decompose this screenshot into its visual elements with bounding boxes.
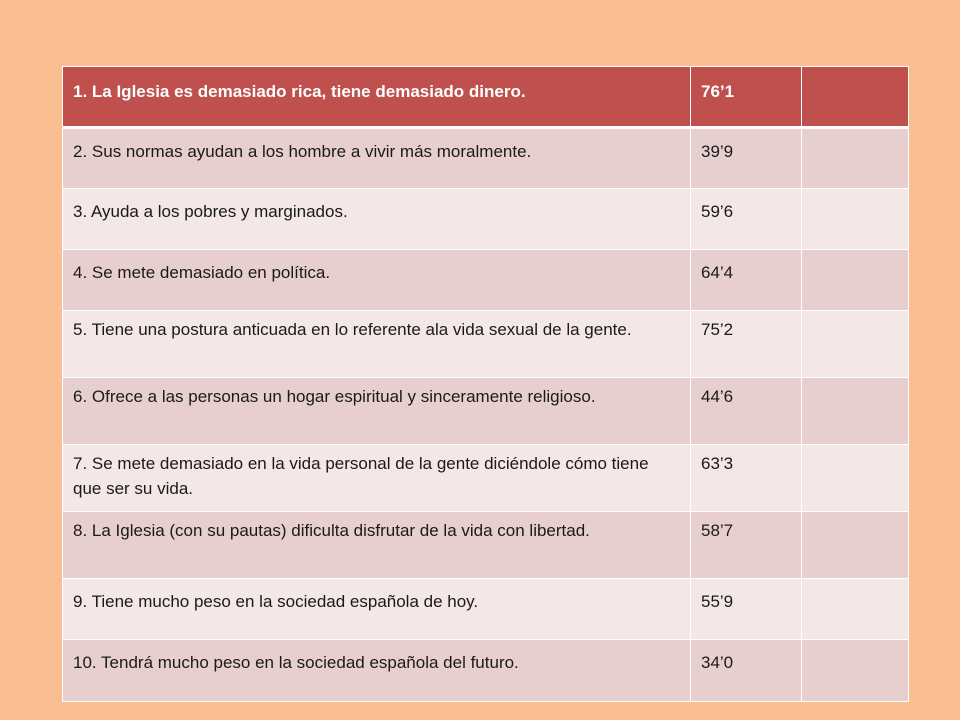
extra-cell	[801, 377, 909, 445]
value-cell: 63’3	[690, 444, 802, 512]
value-cell: 64’4	[690, 249, 802, 311]
statement-cell: 2. Sus normas ayudan a los hombre a vivi…	[62, 127, 691, 189]
value-cell: 59’6	[690, 188, 802, 250]
value-cell: 55’9	[690, 578, 802, 640]
table-header-row: 1. La Iglesia es demasiado rica, tiene d…	[62, 66, 909, 129]
statement-cell: 10. Tendrá mucho peso en la sociedad esp…	[62, 639, 691, 702]
statement-cell: 4. Se mete demasiado en política.	[62, 249, 691, 311]
table-row: 6. Ofrece a las personas un hogar espiri…	[62, 377, 909, 445]
extra-cell	[801, 127, 909, 189]
extra-cell	[801, 249, 909, 311]
extra-cell	[801, 66, 909, 129]
survey-table: 1. La Iglesia es demasiado rica, tiene d…	[62, 66, 909, 702]
table-row: 2. Sus normas ayudan a los hombre a vivi…	[62, 127, 909, 189]
table-row: 10. Tendrá mucho peso en la sociedad esp…	[62, 639, 909, 702]
table-row: 5. Tiene una postura anticuada en lo ref…	[62, 310, 909, 378]
value-cell: 39’9	[690, 127, 802, 189]
extra-cell	[801, 188, 909, 250]
statement-cell: 5. Tiene una postura anticuada en lo ref…	[62, 310, 691, 378]
extra-cell	[801, 310, 909, 378]
statement-cell: 1. La Iglesia es demasiado rica, tiene d…	[62, 66, 691, 129]
statement-cell: 8. La Iglesia (con su pautas) dificulta …	[62, 511, 691, 579]
statement-cell: 9. Tiene mucho peso en la sociedad españ…	[62, 578, 691, 640]
value-cell: 75’2	[690, 310, 802, 378]
table-row: 3. Ayuda a los pobres y marginados. 59’6	[62, 188, 909, 250]
table-row: 9. Tiene mucho peso en la sociedad españ…	[62, 578, 909, 640]
extra-cell	[801, 444, 909, 512]
table-row: 4. Se mete demasiado en política. 64’4	[62, 249, 909, 311]
extra-cell	[801, 639, 909, 702]
value-cell: 34’0	[690, 639, 802, 702]
statement-cell: 3. Ayuda a los pobres y marginados.	[62, 188, 691, 250]
extra-cell	[801, 511, 909, 579]
table-row: 8. La Iglesia (con su pautas) dificulta …	[62, 511, 909, 579]
value-cell: 44’6	[690, 377, 802, 445]
extra-cell	[801, 578, 909, 640]
value-cell: 58’7	[690, 511, 802, 579]
statement-cell: 7. Se mete demasiado en la vida personal…	[62, 444, 691, 512]
value-cell: 76’1	[690, 66, 802, 129]
statement-cell: 6. Ofrece a las personas un hogar espiri…	[62, 377, 691, 445]
table-row: 7. Se mete demasiado en la vida personal…	[62, 444, 909, 512]
